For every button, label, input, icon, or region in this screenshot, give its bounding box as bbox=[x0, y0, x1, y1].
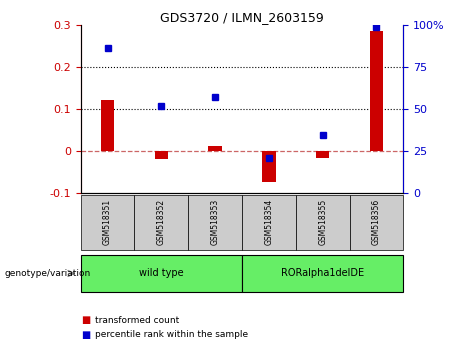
Text: GSM518352: GSM518352 bbox=[157, 199, 166, 245]
Text: GSM518353: GSM518353 bbox=[211, 199, 219, 245]
Bar bbox=[101, 101, 114, 151]
Text: percentile rank within the sample: percentile rank within the sample bbox=[95, 330, 248, 339]
Text: transformed count: transformed count bbox=[95, 316, 179, 325]
Text: RORalpha1delDE: RORalpha1delDE bbox=[281, 268, 364, 279]
Title: GDS3720 / ILMN_2603159: GDS3720 / ILMN_2603159 bbox=[160, 11, 324, 24]
Text: GSM518354: GSM518354 bbox=[265, 199, 273, 245]
Bar bbox=[154, 151, 168, 159]
Text: wild type: wild type bbox=[139, 268, 183, 279]
Text: genotype/variation: genotype/variation bbox=[5, 269, 91, 278]
Text: ■: ■ bbox=[81, 330, 90, 339]
Bar bbox=[262, 151, 276, 182]
Bar bbox=[208, 146, 222, 151]
Bar bbox=[316, 151, 330, 159]
Text: ■: ■ bbox=[81, 315, 90, 325]
Text: GSM518356: GSM518356 bbox=[372, 199, 381, 245]
Bar bbox=[370, 31, 383, 151]
Text: GSM518355: GSM518355 bbox=[318, 199, 327, 245]
Text: GSM518351: GSM518351 bbox=[103, 199, 112, 245]
